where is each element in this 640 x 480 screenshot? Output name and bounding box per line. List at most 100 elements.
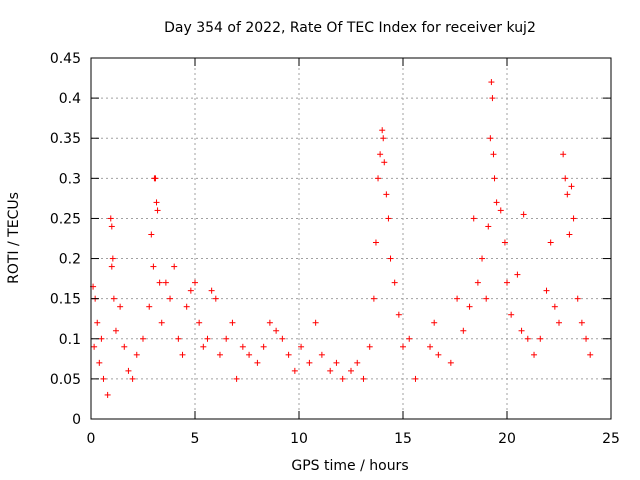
data-point [466, 303, 473, 310]
data-point [154, 207, 161, 214]
data-point [212, 295, 219, 302]
data-point [150, 263, 157, 270]
data-point [108, 263, 115, 270]
data-point [483, 295, 490, 302]
data-point [94, 319, 101, 326]
data-point [583, 335, 590, 342]
data-point [216, 351, 223, 358]
data-point [514, 271, 521, 278]
data-point [489, 95, 496, 102]
data-point [318, 351, 325, 358]
data-point [266, 319, 273, 326]
data-point [153, 199, 160, 206]
data-point [543, 287, 550, 294]
y-tick-label: 0.45 [50, 51, 81, 67]
y-tick-label: 0.25 [50, 211, 81, 227]
data-point [158, 319, 165, 326]
plot-frame [90, 57, 612, 420]
data-point [366, 343, 373, 350]
data-point [239, 343, 246, 350]
data-point [490, 151, 497, 158]
data-point [587, 351, 594, 358]
x-axis-label: GPS time / hours [291, 458, 408, 474]
data-point [375, 175, 382, 182]
data-point [246, 351, 253, 358]
data-point [146, 303, 153, 310]
data-point [547, 239, 554, 246]
data-point [108, 223, 115, 230]
data-point [117, 303, 124, 310]
data-point [254, 359, 261, 366]
x-tick-label: 10 [290, 431, 308, 447]
data-point [470, 215, 477, 222]
data-point [454, 295, 461, 302]
data-point [140, 335, 146, 342]
data-point [562, 175, 569, 182]
data-point [566, 231, 573, 238]
data-point [312, 319, 319, 326]
data-point [229, 319, 236, 326]
data-point [107, 215, 114, 222]
data-point [568, 183, 575, 190]
data-point [488, 79, 495, 86]
data-point [493, 199, 500, 206]
data-point [233, 375, 240, 382]
data-point [487, 135, 494, 142]
data-point [412, 375, 419, 382]
data-point [285, 351, 292, 358]
data-point [387, 255, 394, 262]
data-point [380, 135, 387, 142]
data-point [556, 319, 562, 326]
data-point [162, 279, 169, 286]
data-point [327, 367, 334, 374]
data-point [372, 239, 379, 246]
y-tick-label: 0.05 [50, 372, 81, 388]
y-tick-label: 0.3 [59, 171, 81, 187]
data-point [504, 279, 510, 286]
data-point [91, 343, 98, 350]
data-point [100, 375, 107, 382]
data-point [377, 151, 384, 158]
y-tick-labels: 0 0.05 0.1 0.15 0.2 0.25 0.3 0.35 0.4 0.45 [50, 51, 81, 428]
data-point [385, 215, 392, 222]
data-point [208, 287, 215, 294]
data-point [109, 255, 116, 262]
data-point [152, 175, 159, 182]
y-axis-label: ROTI / TECUs [6, 192, 22, 284]
data-point [479, 255, 486, 262]
data-point [474, 279, 481, 286]
data-point [427, 343, 434, 350]
data-point [491, 175, 498, 182]
data-point [175, 335, 182, 342]
data-point [179, 351, 186, 358]
y-tick-label: 0.35 [50, 131, 81, 147]
data-point [348, 367, 354, 374]
data-point [156, 279, 163, 286]
data-point [112, 327, 119, 334]
data-point [447, 359, 454, 366]
grid-lines [91, 58, 611, 419]
data-point [110, 295, 117, 302]
data-points [90, 79, 594, 398]
data-point [260, 343, 267, 350]
data-point [518, 327, 525, 334]
y-tick-label: 0.15 [50, 292, 81, 308]
x-tick-label: 15 [394, 431, 412, 447]
data-point [537, 335, 544, 342]
data-point [204, 335, 211, 342]
data-point [370, 295, 377, 302]
x-tick-label: 0 [87, 431, 96, 447]
y-tick-label: 0.2 [59, 252, 81, 268]
data-point [333, 359, 340, 366]
data-point [360, 375, 367, 382]
data-point [383, 191, 390, 198]
data-point [192, 279, 198, 286]
data-point [133, 351, 140, 358]
data-point [391, 279, 398, 286]
data-point [354, 359, 361, 366]
data-point [129, 375, 136, 382]
data-point [574, 295, 581, 302]
data-point [273, 327, 280, 334]
data-point [98, 335, 105, 342]
data-point [200, 343, 207, 350]
